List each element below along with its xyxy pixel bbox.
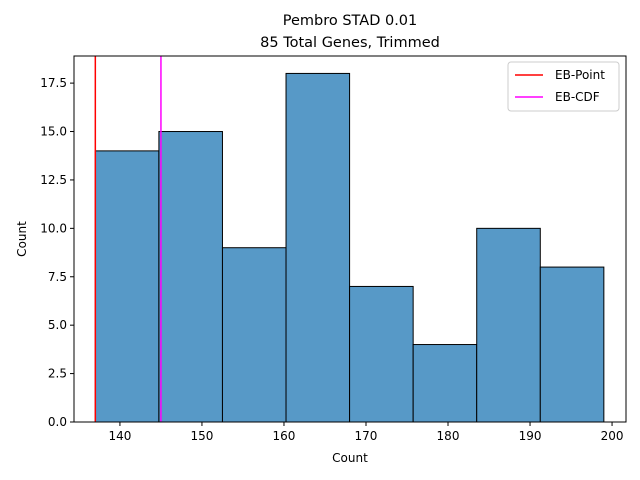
y-tick-label: 7.5 [48, 270, 67, 284]
legend-label-eb-cdf: EB-CDF [555, 90, 600, 104]
histogram-bars [94, 72, 605, 423]
y-tick-label: 10.0 [40, 221, 67, 235]
y-tick-label: 15.0 [40, 125, 67, 139]
x-tick-label: 190 [519, 429, 542, 443]
histogram-bar [158, 131, 223, 423]
histogram-bar [285, 72, 351, 423]
x-tick-label: 140 [108, 429, 131, 443]
y-axis-label: Count [15, 221, 29, 257]
y-tick-label: 12.5 [40, 173, 67, 187]
histogram-bar [476, 227, 541, 423]
histogram-bar [94, 150, 160, 423]
x-tick-label: 150 [190, 429, 213, 443]
y-tick-label: 5.0 [48, 318, 67, 332]
histogram-bar [412, 344, 478, 423]
histogram-bar [539, 266, 605, 423]
y-tick-label: 0.0 [48, 415, 67, 429]
y-tick-label: 17.5 [40, 76, 67, 90]
x-tick-label: 160 [273, 429, 296, 443]
histogram-bar [349, 285, 414, 423]
x-tick-label: 170 [355, 429, 378, 443]
plot-frame [73, 55, 627, 423]
y-tick-label: 2.5 [48, 367, 67, 381]
chart-subtitle: 85 Total Genes, Trimmed [260, 35, 440, 51]
x-axis-label: Count [332, 451, 368, 465]
legend: EB-Point EB-CDF [507, 61, 620, 112]
chart-title: Pembro STAD 0.01 [283, 13, 418, 29]
x-tick-label: 200 [601, 429, 624, 443]
x-axis-ticks: 140 150 160 170 180 190 200 [108, 422, 624, 443]
y-axis-ticks: 0.0 2.5 5.0 7.5 10.0 12.5 15.0 17.5 [40, 76, 74, 429]
legend-label-eb-point: EB-Point [555, 68, 605, 82]
histogram-bar [221, 247, 287, 423]
x-tick-label: 180 [437, 429, 460, 443]
reference-lines [94, 56, 162, 422]
